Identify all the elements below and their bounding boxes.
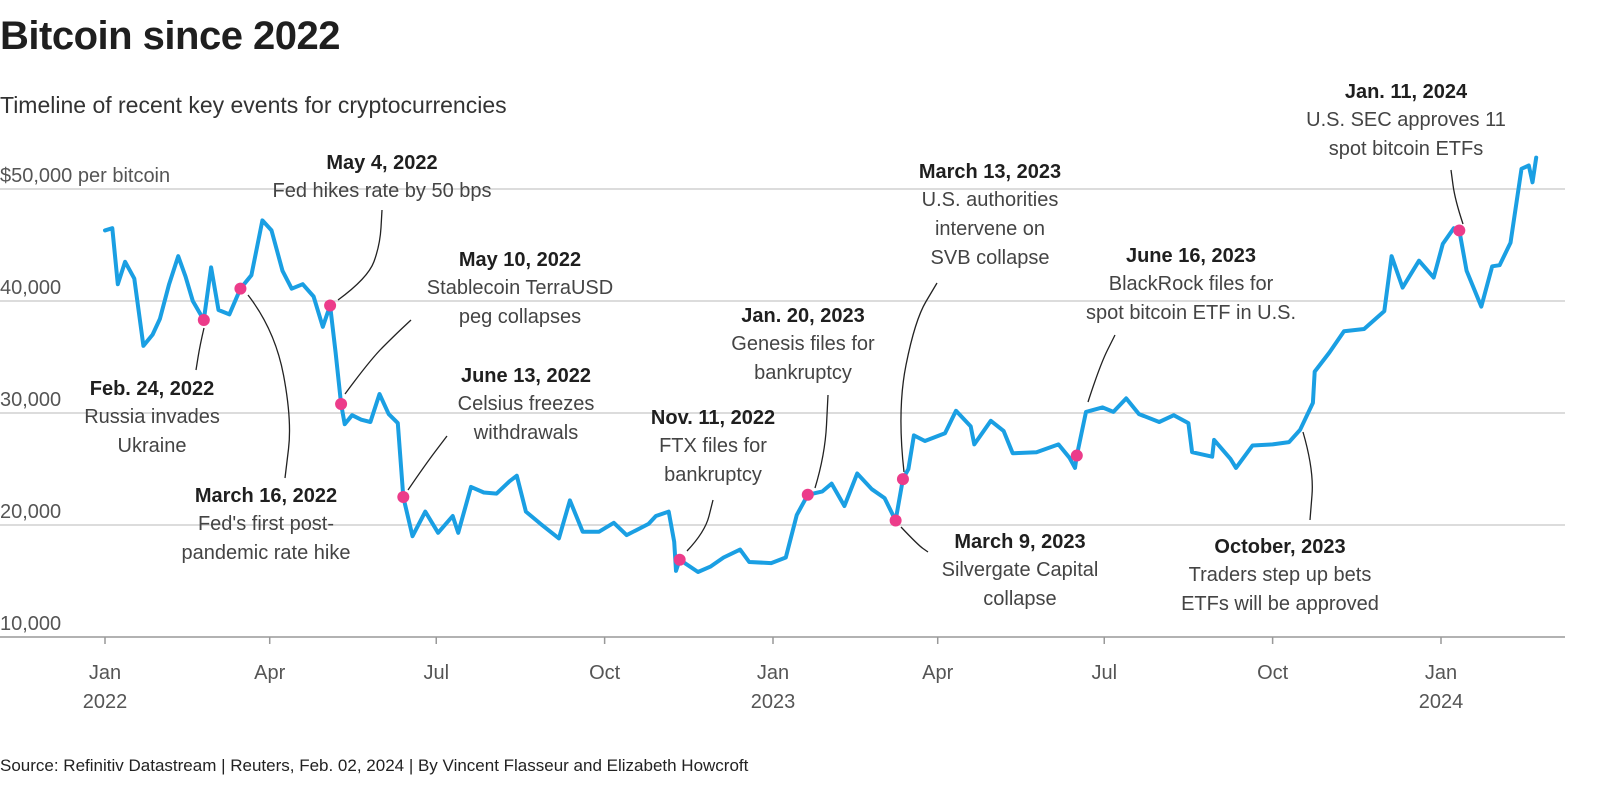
annotation-leader-line — [814, 394, 829, 489]
annotation-text: collapse — [983, 588, 1056, 610]
annotation-date: Jan. 11, 2024 — [1345, 81, 1468, 103]
annotation-date: June 16, 2023 — [1126, 245, 1256, 267]
x-year-label: 2023 — [751, 691, 796, 713]
event-markers — [197, 224, 1466, 566]
annotation-date: Feb. 24, 2022 — [90, 378, 215, 400]
chart-title: Bitcoin since 2022 — [0, 14, 341, 58]
annotation-date: Jan. 20, 2023 — [741, 305, 864, 327]
y-tick-label: 30,000 — [0, 389, 61, 411]
annotation-date: March 16, 2022 — [195, 485, 337, 507]
annotation-text: U.S. SEC approves 11 — [1306, 109, 1506, 131]
y-tick-label: 20,000 — [0, 501, 61, 523]
annotation-text: U.S. authorities — [922, 189, 1059, 211]
annotation-text: peg collapses — [459, 306, 581, 328]
price-line-layer — [103, 155, 1539, 574]
annotation-date: May 10, 2022 — [459, 249, 581, 271]
event-marker — [896, 473, 909, 486]
annotation-text: Russia invades — [84, 406, 220, 428]
annotation-text: bankruptcy — [754, 362, 852, 384]
x-year-label: 2024 — [1419, 691, 1464, 713]
annotation-text: Silvergate Capital — [942, 559, 1099, 581]
annotation-leader-line — [337, 209, 383, 301]
event-marker — [673, 553, 686, 566]
x-tick-label: Apr — [254, 662, 285, 684]
event-marker — [197, 314, 210, 327]
annotation-text: pandemic rate hike — [182, 542, 351, 564]
x-axis-labels: Jan 2022 Apr Jul Oct Jan 2023 Apr Jul Oct Jan 2024 — [83, 662, 1464, 713]
event-marker — [1070, 449, 1083, 462]
x-tick-label: Oct — [1257, 662, 1289, 684]
grid-layer — [0, 188, 1565, 644]
annotation-text: bankruptcy — [664, 464, 762, 486]
annotation-labels: Feb. 24, 2022 Russia invades Ukraine March … — [84, 81, 1506, 615]
annotation-text: Celsius freezes — [458, 393, 595, 415]
event-marker — [889, 514, 902, 527]
annotation-leader-line — [900, 526, 929, 553]
annotation-date: Nov. 11, 2022 — [651, 407, 775, 429]
event-marker — [324, 299, 337, 312]
annotation-leader-line — [247, 294, 291, 479]
annotation-leader-line — [344, 319, 412, 395]
y-tick-label: $50,000 per bitcoin — [0, 165, 170, 187]
event-marker — [801, 488, 814, 501]
annotation-text: spot bitcoin ETFs — [1329, 138, 1484, 160]
annotation-date: March 13, 2023 — [919, 161, 1061, 183]
annotation-text: Ukraine — [118, 435, 187, 457]
annotation-text: BlackRock files for — [1109, 273, 1274, 295]
annotation-text: SVB collapse — [931, 247, 1050, 269]
annotation-leader-line — [1302, 431, 1313, 521]
annotation-leader-line — [686, 499, 714, 552]
price-line — [103, 155, 1539, 574]
x-tick-label: Jan — [89, 662, 121, 684]
event-marker — [335, 398, 348, 411]
annotation-leaders — [195, 169, 1464, 553]
annotation-date: June 13, 2022 — [461, 365, 591, 387]
annotation-text: ETFs will be approved — [1181, 593, 1379, 615]
x-year-label: 2022 — [83, 691, 128, 713]
annotation-text: FTX files for — [659, 435, 767, 457]
x-tick-label: Jan — [757, 662, 789, 684]
annotation-leader-line — [1450, 169, 1464, 225]
annotation-text: Genesis files for — [731, 333, 875, 355]
source-note: Source: Refinitiv Datastream | Reuters, … — [0, 756, 749, 775]
event-marker — [1453, 224, 1466, 237]
annotation-text: Fed hikes rate by 50 bps — [272, 180, 491, 202]
annotation-leader-line — [900, 282, 938, 473]
annotation-leader-line — [407, 435, 448, 491]
annotation-date: March 9, 2023 — [954, 531, 1085, 553]
annotation-leader-line — [1087, 334, 1116, 403]
x-tick-label: Jul — [1091, 662, 1117, 684]
annotation-text: Stablecoin TerraUSD — [427, 277, 613, 299]
chart-subtitle: Timeline of recent key events for crypto… — [0, 92, 507, 118]
annotation-text: spot bitcoin ETF in U.S. — [1086, 302, 1296, 324]
x-tick-label: Jan — [1425, 662, 1457, 684]
x-tick-label: Jul — [423, 662, 449, 684]
annotation-date: October, 2023 — [1214, 536, 1345, 558]
event-marker — [397, 491, 410, 503]
x-tick-label: Oct — [589, 662, 621, 684]
annotation-text: withdrawals — [473, 422, 578, 444]
annotation-text: Traders step up bets — [1189, 564, 1372, 586]
x-tick-label: Apr — [922, 662, 953, 684]
annotation-text: Fed's first post- — [198, 513, 334, 535]
y-tick-label: 10,000 — [0, 613, 61, 635]
y-axis-labels: $50,000 per bitcoin 40,000 30,000 20,000 10,… — [0, 165, 170, 635]
annotation-date: May 4, 2022 — [326, 152, 437, 174]
y-tick-label: 40,000 — [0, 277, 61, 299]
annotation-leader-line — [195, 327, 205, 371]
annotation-text: intervene on — [935, 218, 1045, 240]
event-marker — [234, 282, 247, 295]
